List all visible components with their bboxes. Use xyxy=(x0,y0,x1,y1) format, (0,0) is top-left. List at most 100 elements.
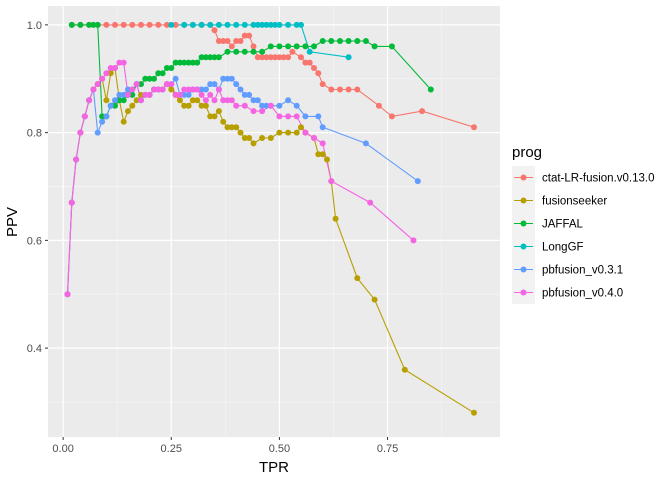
data-point xyxy=(311,43,317,50)
data-point xyxy=(207,81,214,88)
data-point xyxy=(103,97,110,104)
data-point xyxy=(224,124,231,131)
data-point xyxy=(224,75,231,82)
data-point xyxy=(228,124,235,131)
data-point xyxy=(410,237,417,244)
data-point xyxy=(94,21,101,28)
data-point xyxy=(68,21,75,28)
legend-key-point xyxy=(520,174,527,181)
legend-item-label: ctat-LR-fusion.v0.13.0 xyxy=(542,173,655,185)
data-point xyxy=(211,27,218,34)
data-point xyxy=(146,91,153,98)
data-point xyxy=(211,113,218,120)
data-point xyxy=(241,91,248,98)
data-point xyxy=(181,91,188,98)
data-point xyxy=(250,108,257,115)
data-point xyxy=(194,86,201,93)
legend-item-label: pbfusion_v0.4.0 xyxy=(542,288,623,300)
data-point xyxy=(263,54,270,61)
data-point xyxy=(138,21,144,28)
data-point xyxy=(311,135,317,141)
data-point xyxy=(250,43,257,50)
data-point xyxy=(120,118,127,125)
y-axis: 0.4 0.6 0.8 1.0 xyxy=(27,20,48,355)
data-point xyxy=(133,81,140,88)
data-point xyxy=(293,21,300,28)
data-point xyxy=(99,113,106,120)
data-point xyxy=(354,86,361,93)
x-axis-title: TPR xyxy=(259,459,289,476)
data-point xyxy=(103,70,110,77)
data-point xyxy=(285,54,292,61)
legend-item-label: LongGF xyxy=(542,242,584,254)
data-point xyxy=(77,21,84,28)
data-point xyxy=(99,75,106,82)
data-point xyxy=(168,21,175,28)
data-point xyxy=(207,91,214,98)
data-point xyxy=(254,54,261,61)
data-point xyxy=(241,32,248,39)
data-point xyxy=(94,81,101,88)
data-point xyxy=(194,59,201,66)
data-point xyxy=(267,54,274,61)
data-point xyxy=(306,59,313,66)
data-point xyxy=(259,21,266,28)
data-point xyxy=(129,86,136,93)
data-point xyxy=(302,59,309,66)
data-point xyxy=(293,43,300,50)
data-point xyxy=(388,113,395,120)
data-point xyxy=(328,178,335,185)
data-point xyxy=(246,135,253,141)
data-point xyxy=(86,97,93,104)
data-point xyxy=(120,91,127,98)
data-point xyxy=(375,102,382,109)
data-point xyxy=(220,75,227,82)
data-point xyxy=(133,97,140,104)
data-point xyxy=(163,81,170,88)
data-point xyxy=(211,54,218,61)
data-point xyxy=(224,21,231,28)
legend-key-point xyxy=(520,243,527,250)
data-point xyxy=(471,409,477,416)
panel-background xyxy=(48,6,500,437)
data-point xyxy=(324,156,330,163)
data-point xyxy=(172,91,179,98)
data-point xyxy=(220,118,227,125)
data-point xyxy=(345,86,352,93)
x-tick-label: 0.50 xyxy=(269,443,290,455)
data-point xyxy=(155,21,162,28)
data-point xyxy=(215,54,222,61)
data-point xyxy=(315,151,322,158)
data-point xyxy=(371,43,378,50)
data-point xyxy=(233,21,240,28)
data-point xyxy=(142,91,149,98)
data-point xyxy=(151,75,157,82)
data-point xyxy=(401,366,408,373)
data-point xyxy=(280,54,287,61)
data-point xyxy=(362,140,369,147)
data-point xyxy=(285,113,292,120)
data-point xyxy=(181,59,188,66)
y-tick-label: 1.0 xyxy=(27,20,42,32)
legend-key-point xyxy=(520,197,527,204)
data-point xyxy=(176,91,183,98)
data-point xyxy=(250,140,257,147)
data-point xyxy=(276,113,283,120)
data-point xyxy=(302,43,309,50)
data-point xyxy=(285,43,292,50)
data-point xyxy=(168,65,175,71)
data-point xyxy=(241,135,248,141)
data-point xyxy=(233,81,240,88)
data-point xyxy=(202,86,209,93)
data-point xyxy=(237,129,244,136)
data-point xyxy=(259,102,266,109)
data-point xyxy=(285,97,292,104)
data-point xyxy=(103,21,110,28)
data-point xyxy=(94,129,101,136)
data-point xyxy=(107,65,114,71)
data-point xyxy=(263,21,270,28)
data-point xyxy=(211,81,218,88)
data-point xyxy=(293,129,300,136)
data-point xyxy=(112,97,118,104)
data-point xyxy=(319,151,326,158)
